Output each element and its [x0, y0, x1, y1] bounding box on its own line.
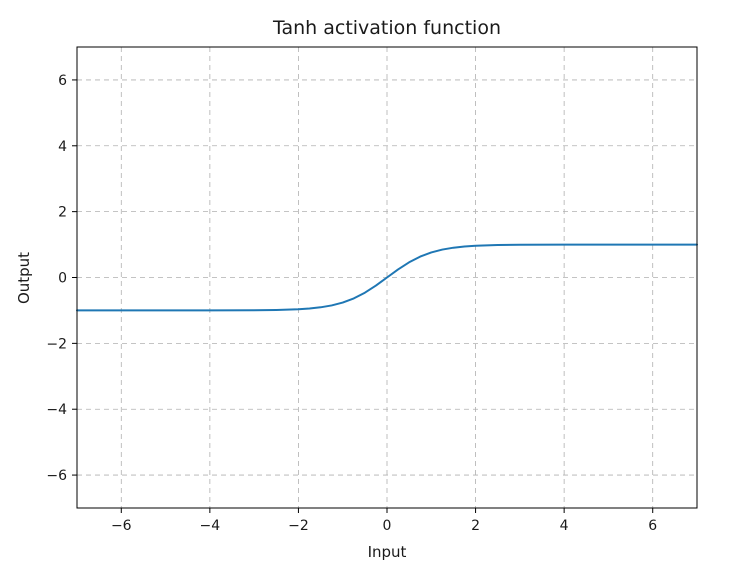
x-tick-label: 2 [471, 518, 480, 534]
y-tick-label: 4 [58, 139, 67, 155]
x-tick-label: 6 [648, 518, 657, 534]
x-ticks: −6 −4 −2 0 2 4 6 [111, 508, 657, 534]
x-axis-label: Input [368, 543, 407, 561]
grid [77, 47, 697, 508]
y-ticks: −6 −4 −2 0 2 4 6 [46, 73, 77, 484]
plot-area [76, 243, 698, 312]
y-tick-label: 6 [58, 73, 67, 89]
y-tick-label: −2 [46, 336, 67, 352]
y-tick-label: 0 [58, 271, 67, 287]
series-line [76, 243, 698, 312]
chart-title: Tanh activation function [272, 17, 501, 39]
x-tick-label: −4 [200, 518, 221, 534]
x-tick-label: 0 [383, 518, 392, 534]
x-tick-label: −2 [288, 518, 309, 534]
y-tick-label: 2 [58, 205, 67, 221]
x-tick-label: 4 [560, 518, 569, 534]
y-tick-label: −6 [46, 468, 67, 484]
x-tick-label: −6 [111, 518, 132, 534]
y-axis-label: Output [15, 252, 33, 304]
y-tick-label: −4 [46, 402, 67, 418]
